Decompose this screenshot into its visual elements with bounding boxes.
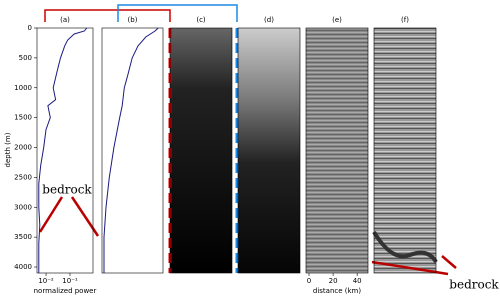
panel-title: (b) xyxy=(128,16,138,24)
panel-frame xyxy=(305,27,369,274)
annotation: bedrock xyxy=(449,278,499,292)
connector-blue xyxy=(117,4,238,22)
bed-reflection xyxy=(372,230,438,264)
x-axis-label: distance (km) xyxy=(313,287,361,295)
x-tick-label: 0 xyxy=(307,277,311,285)
connector-red xyxy=(44,9,171,22)
y-tick-label: 3000 xyxy=(14,203,32,211)
radargram-c xyxy=(170,28,232,273)
panel-frame xyxy=(169,27,233,274)
profile-line xyxy=(38,27,88,273)
arrow xyxy=(441,255,457,269)
panel-frame xyxy=(36,27,94,274)
arrow xyxy=(371,260,449,276)
y-tick-label: 500 xyxy=(19,54,32,62)
x-axis-label: normalized power xyxy=(34,287,97,295)
arrow xyxy=(70,196,100,237)
y-tick-label: 3500 xyxy=(14,233,32,241)
panel-title: (c) xyxy=(196,16,206,24)
y-tick-label: 4000 xyxy=(14,263,32,271)
profile-line xyxy=(103,27,159,273)
y-tick-label: 2000 xyxy=(14,144,32,152)
panel-frame xyxy=(101,27,164,274)
y-tick-label: 2500 xyxy=(14,173,32,181)
x-tick-label: 10⁻² xyxy=(38,277,54,285)
x-tick-label: 20 xyxy=(329,277,338,285)
panel-title: (f) xyxy=(401,16,409,24)
radargram-f xyxy=(374,28,436,273)
y-axis-label: depth (m) xyxy=(4,132,12,167)
panel-title: (d) xyxy=(264,16,274,24)
x-tick-label: 10⁻¹ xyxy=(62,277,78,285)
y-tick-label: 0 xyxy=(28,24,32,32)
radargram-d xyxy=(238,28,300,273)
panel-frame xyxy=(373,27,437,274)
x-tick-label: 40 xyxy=(353,277,362,285)
y-tick-label: 1000 xyxy=(14,84,32,92)
y-tick-label: 1500 xyxy=(14,114,32,122)
arrow xyxy=(38,196,64,233)
images xyxy=(170,28,438,273)
arrows xyxy=(38,196,457,276)
annotation: bedrock xyxy=(42,183,92,197)
panel-title: (e) xyxy=(332,16,342,24)
panel-title: (a) xyxy=(60,16,70,24)
radargram-e xyxy=(306,28,368,273)
panel-frame xyxy=(237,27,301,274)
